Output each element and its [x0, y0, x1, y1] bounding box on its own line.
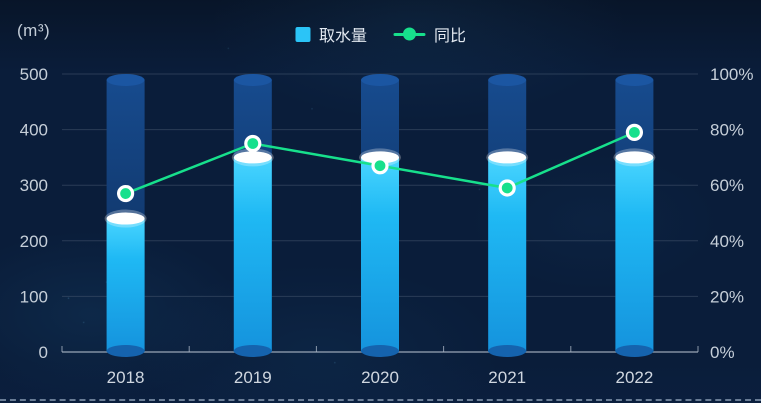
panel-bottom-dashed-border	[0, 399, 761, 401]
bar-2020[interactable]	[359, 148, 401, 357]
left-axis-tick-label: 200	[20, 232, 48, 251]
x-axis-label: 2022	[615, 368, 653, 387]
right-axis-tick-label: 80%	[710, 121, 744, 140]
yoy-point-2021[interactable]	[498, 179, 516, 197]
left-axis-tick-label: 300	[20, 176, 48, 195]
legend-label: 取水量	[318, 28, 367, 45]
bar-2019[interactable]	[231, 148, 274, 357]
x-axis-label: 2019	[234, 368, 272, 387]
left-axis-tick-label: 0	[39, 343, 48, 362]
left-axis-tick-label: 400	[20, 121, 48, 140]
bar-2021[interactable]	[486, 148, 529, 357]
right-axis-tick-label: 60%	[710, 176, 744, 195]
x-axis-label: 2018	[107, 368, 145, 387]
legend-item-yoy[interactable]: 同比	[393, 22, 466, 46]
yoy-point-2020[interactable]	[371, 157, 389, 175]
bar-2022[interactable]	[613, 148, 656, 357]
left-axis-tick-label: 100	[20, 287, 48, 306]
right-axis-tick-label: 20%	[710, 287, 744, 306]
legend-item-water-intake[interactable]: 取水量	[294, 22, 367, 46]
right-axis-tick-label: 40%	[710, 232, 744, 251]
bar-2018[interactable]	[104, 209, 147, 357]
yoy-point-2022[interactable]	[625, 123, 644, 141]
left-axis-tick-label: 500	[20, 65, 48, 84]
yoy-point-2018[interactable]	[116, 184, 135, 203]
x-axis-label: 2021	[488, 368, 526, 387]
y-axis-unit-label: (m³)	[17, 21, 51, 40]
right-axis-tick-label: 0%	[710, 343, 735, 362]
bar-swatch-icon	[294, 26, 310, 42]
right-axis-tick-label: 100%	[710, 65, 753, 84]
yoy-point-2019[interactable]	[244, 134, 262, 153]
line-dot-icon	[393, 27, 425, 42]
legend-label: 同比	[434, 28, 467, 45]
x-axis-label: 2020	[361, 368, 399, 387]
chart-legend: 取水量 同比	[294, 22, 466, 46]
